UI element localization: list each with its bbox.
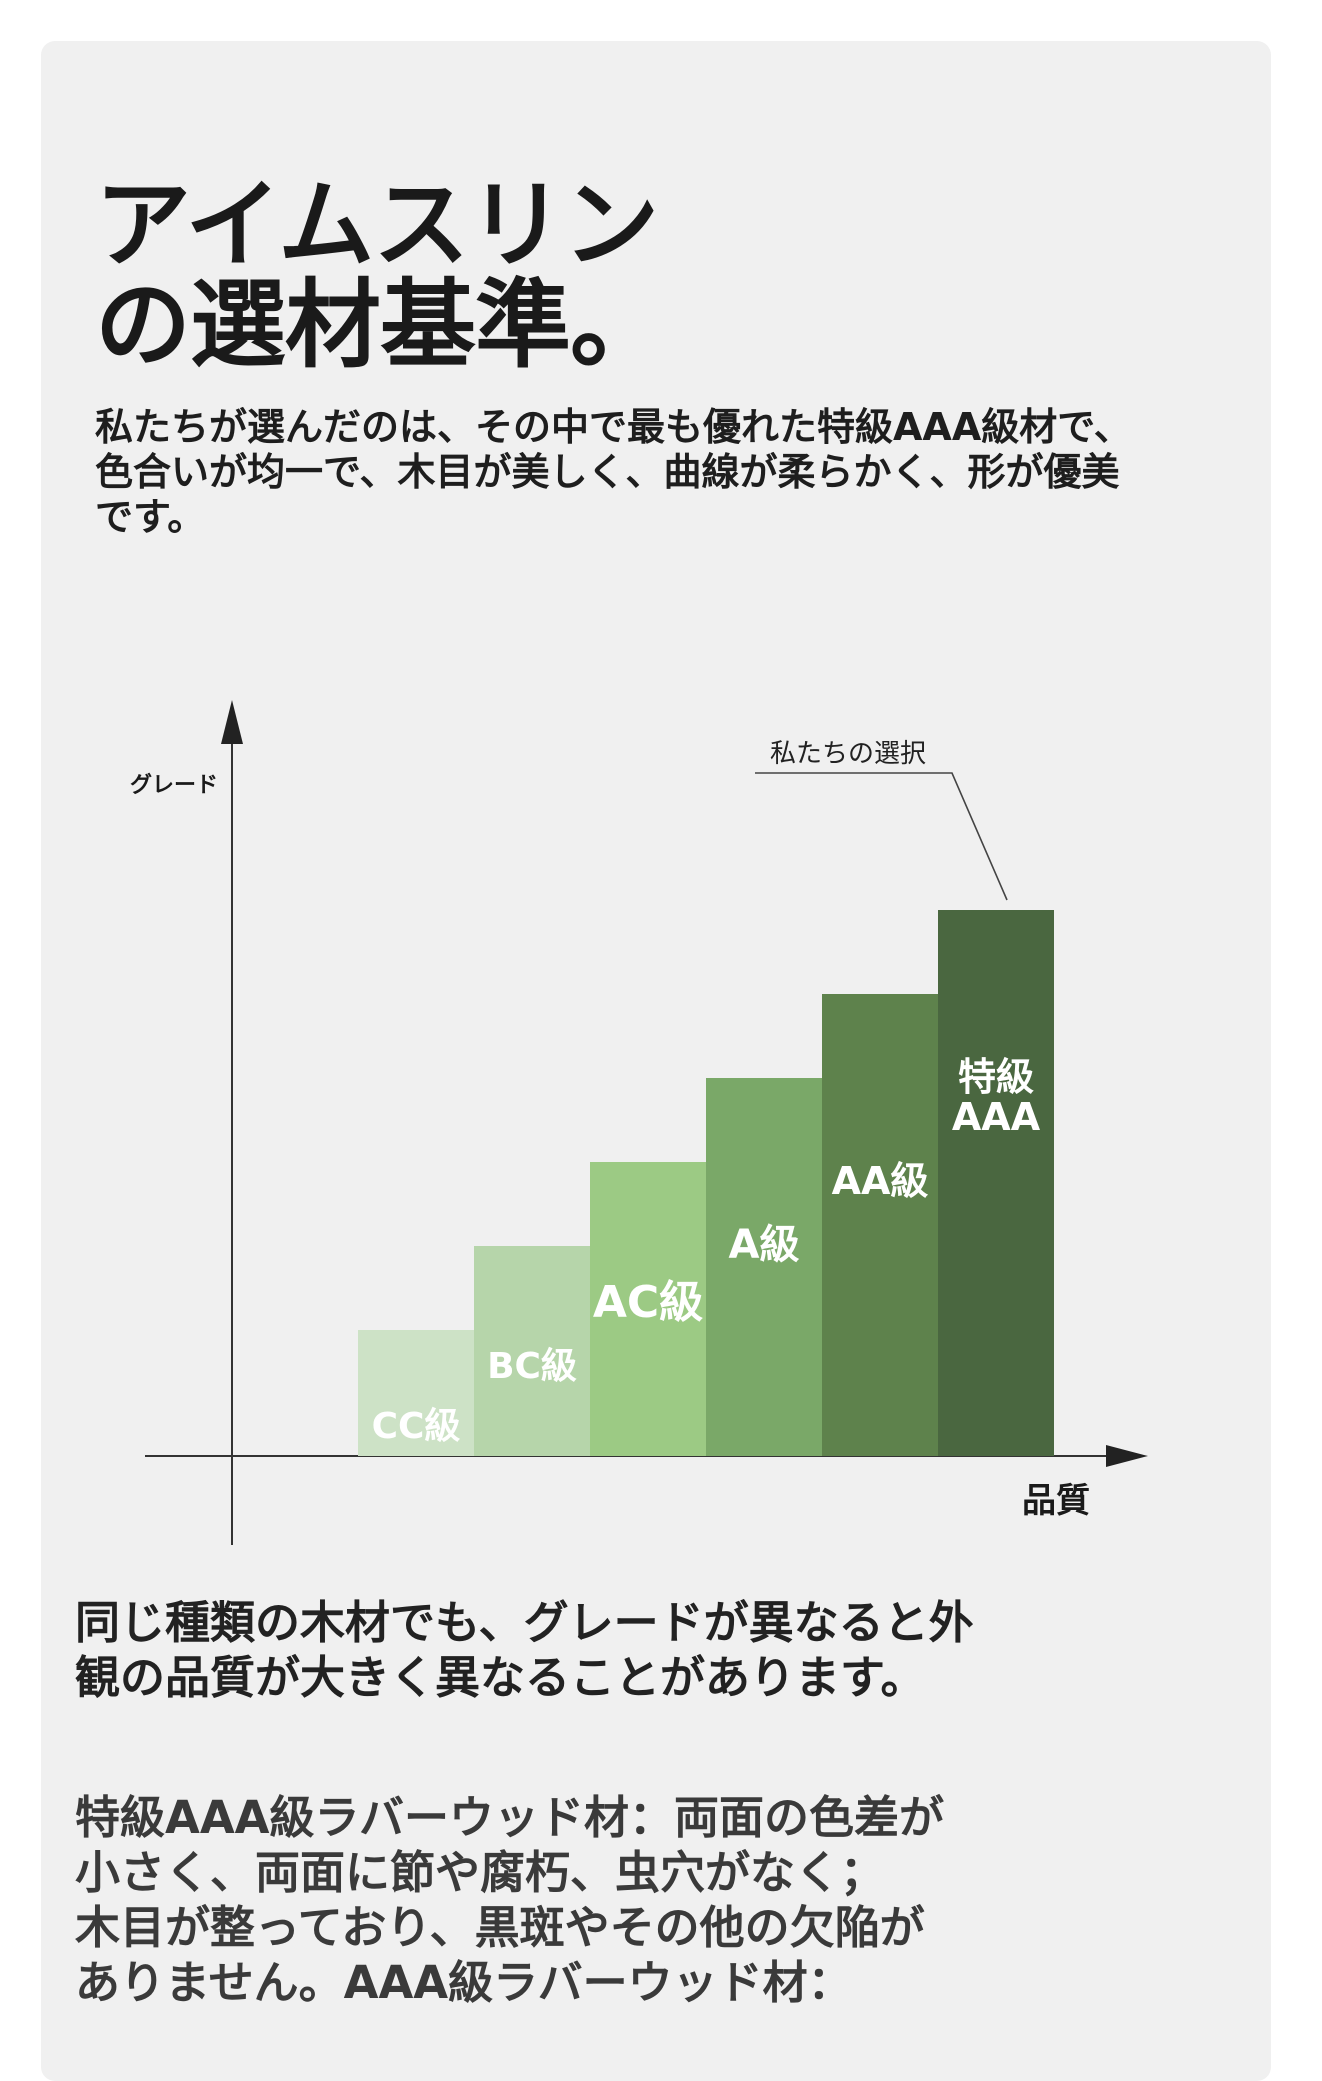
annotation-label: 私たちの選択	[770, 739, 926, 769]
grade-description-line: 特級AAA級ラバーウッド材：両面の色差が	[75, 1791, 945, 1844]
y-axis-arrow-icon	[221, 700, 243, 744]
bar	[822, 994, 938, 1456]
bar-label: A級	[729, 1222, 800, 1268]
annotation-leader-line	[755, 772, 1008, 901]
page-title-line: の選材基準。	[95, 269, 666, 381]
grade-description-line: 木目が整っており、黒斑やその他の欠陥が	[75, 1901, 925, 1954]
bar-label: AC級	[593, 1277, 703, 1328]
bar	[358, 1330, 474, 1456]
section-heading-line: 同じ種類の木材でも、グレードが異なると外	[75, 1596, 974, 1649]
bar	[938, 910, 1054, 1456]
bar-label: BC級	[487, 1346, 577, 1387]
grade-description-line: 小さく、両面に節や腐朽、虫穴がなく；	[75, 1846, 886, 1899]
grade-description-line: ありません。AAA級ラバーウッド材：	[75, 1956, 853, 2009]
intro-line: です。	[95, 495, 206, 539]
intro-line: 色合いが均一で、木目が美しく、曲線が柔らかく、形が優美	[95, 450, 1120, 494]
section-heading-line: 観の品質が大きく異なることがあります。	[75, 1651, 926, 1704]
bar-label: 特級 AAA	[952, 1055, 1041, 1139]
bar-label: CC級	[372, 1406, 461, 1447]
page-title: アイムスリン の選材基準。	[95, 169, 666, 381]
bar-label: AA級	[832, 1159, 929, 1203]
intro-text: 私たちが選んだのは、その中で最も優れた特級AAA級材で、 色合いが均一で、木目が…	[95, 405, 1225, 540]
intro-line: 私たちが選んだのは、その中で最も優れた特級AAA級材で、	[95, 405, 1132, 449]
section-heading: 同じ種類の木材でも、グレードが異なると外 観の品質が大きく異なることがあります。	[75, 1595, 974, 1705]
x-axis-label: 品質	[1022, 1481, 1090, 1521]
x-axis-arrow-icon	[1106, 1445, 1148, 1467]
bar	[474, 1246, 590, 1456]
bar	[590, 1162, 706, 1456]
y-axis-label: グレード	[130, 772, 218, 798]
bar	[706, 1078, 822, 1456]
page-title-line: アイムスリン	[95, 169, 659, 281]
content-card	[41, 41, 1271, 2081]
grade-description: 特級AAA級ラバーウッド材：両面の色差が 小さく、両面に節や腐朽、虫穴がなく； …	[75, 1790, 944, 2010]
